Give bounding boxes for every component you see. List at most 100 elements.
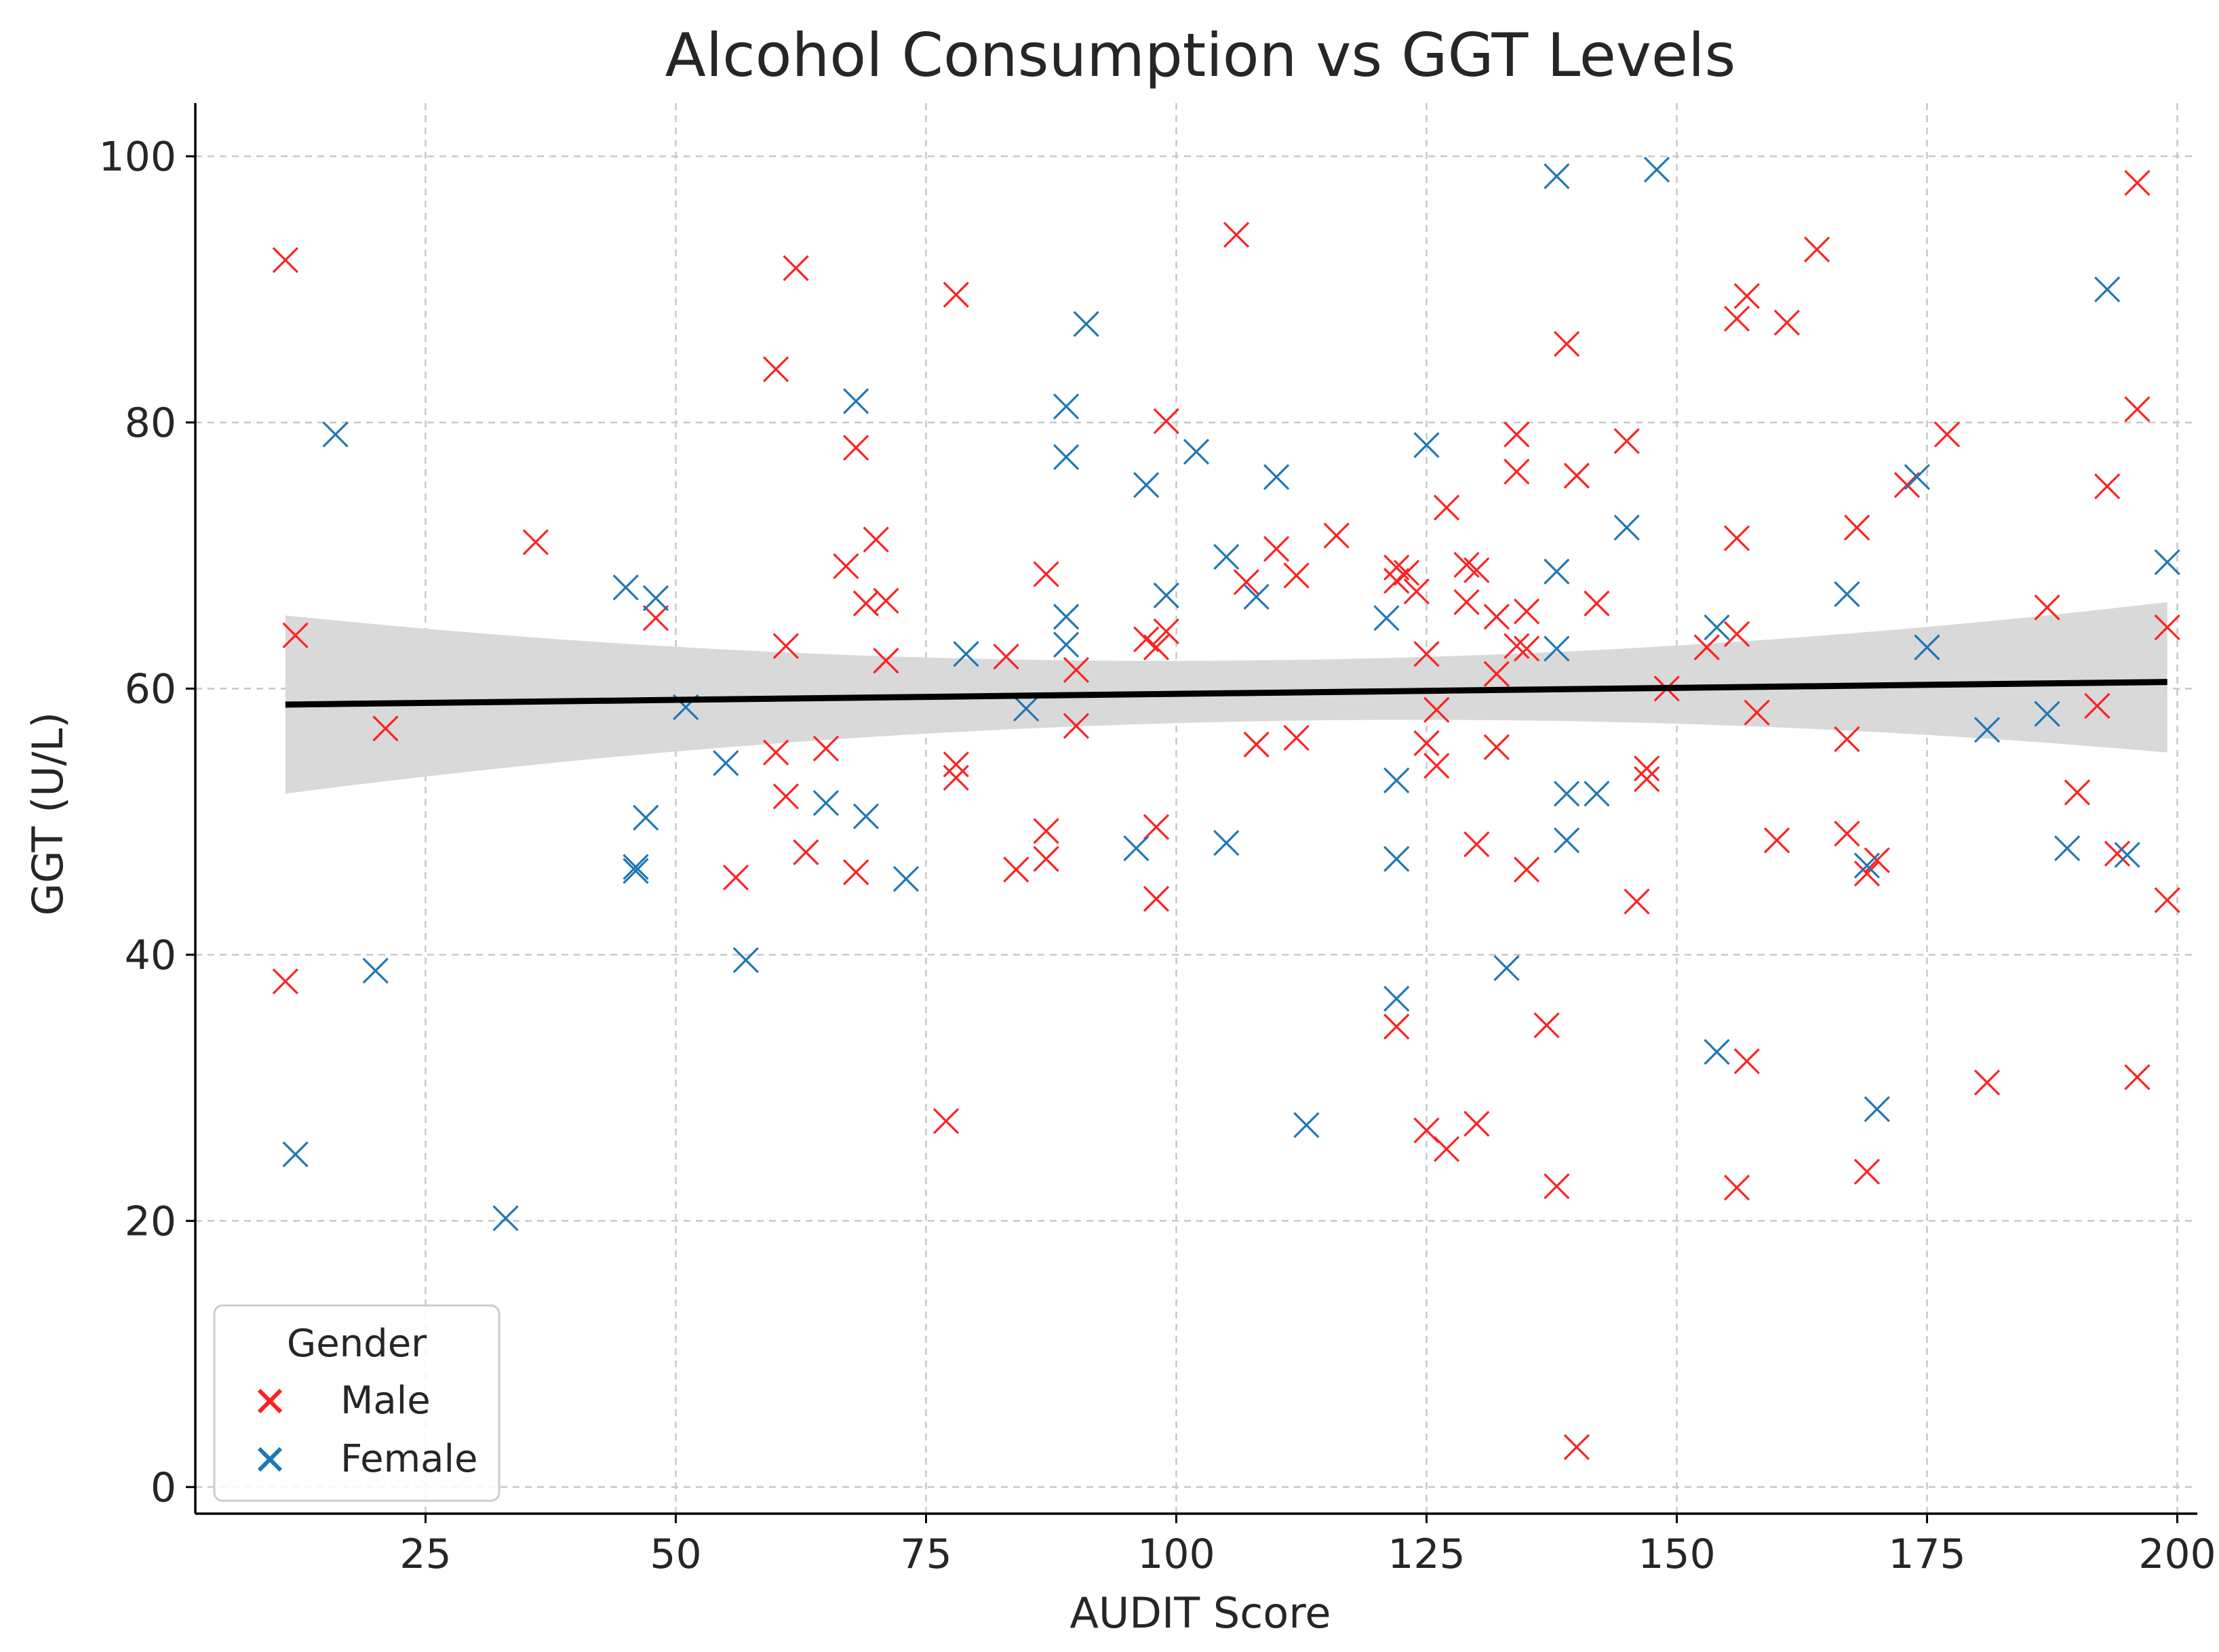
point-stroke [1413, 432, 1440, 458]
point-male-61 [1464, 1110, 1490, 1137]
x-tick-label-200: 200 [2138, 1531, 2216, 1578]
chart-title: Alcohol Consumption vs GGT Levels [665, 20, 1736, 90]
legend-marker-stroke [257, 1447, 283, 1472]
point-female-41 [1553, 781, 1580, 807]
point-female-25 [1153, 582, 1179, 609]
point-male-64 [1483, 734, 1510, 760]
point-stroke [1243, 731, 1270, 758]
point-stroke [1383, 985, 1410, 1012]
point-male-79 [1634, 766, 1660, 792]
point-male-65 [1504, 421, 1530, 448]
point-stroke [2124, 396, 2151, 422]
point-stroke [1483, 604, 1510, 630]
point-stroke [1723, 1175, 1750, 1201]
point-male-88 [1733, 1048, 1760, 1074]
point-male-98 [1853, 1158, 1881, 1185]
point-male-94 [1834, 821, 1860, 847]
point-male-7 [762, 356, 789, 382]
point-female-23 [1123, 835, 1150, 861]
point-male-30 [1063, 656, 1090, 684]
point-stroke [2034, 594, 2060, 621]
point-female-52 [1914, 634, 1940, 661]
point-stroke [1853, 852, 1881, 879]
point-stroke [843, 388, 869, 414]
point-stroke [1433, 1136, 1460, 1162]
point-stroke [1464, 831, 1490, 858]
point-stroke [1033, 846, 1059, 872]
point-female-50 [1864, 1096, 1890, 1122]
point-stroke [522, 529, 549, 555]
point-female-56 [2114, 842, 2140, 868]
point-stroke [2094, 276, 2121, 302]
point-male-63 [1483, 661, 1510, 687]
point-female-2 [362, 958, 389, 984]
point-female-45 [1643, 156, 1670, 183]
x-tick-label-100: 100 [1137, 1531, 1215, 1578]
point-stroke [2124, 170, 2151, 196]
point-stroke [772, 783, 799, 810]
point-stroke [1323, 522, 1350, 549]
point-stroke [1544, 558, 1570, 585]
point-male-62 [1483, 604, 1510, 630]
point-stroke [1763, 827, 1790, 854]
point-female-21 [1053, 631, 1080, 658]
point-stroke [2054, 835, 2081, 861]
point-male-54 [1433, 494, 1460, 521]
point-male-60 [1464, 831, 1490, 858]
point-stroke [1123, 835, 1150, 861]
point-male-39 [1233, 569, 1259, 595]
point-male-100 [1933, 421, 1961, 448]
point-male-110 [2154, 614, 2180, 641]
point-female-5 [623, 854, 649, 880]
point-male-56 [1433, 1136, 1460, 1162]
point-stroke [1033, 561, 1059, 587]
point-stroke [1723, 525, 1750, 551]
point-stroke [943, 281, 969, 308]
point-male-76 [1584, 590, 1610, 616]
y-axis-label: GGT (U/L) [23, 712, 73, 916]
point-male-11 [772, 783, 799, 810]
legend-title: Gender [287, 1322, 427, 1366]
point-stroke [1153, 408, 1179, 435]
point-male-8 [772, 633, 799, 659]
point-female-30 [1263, 464, 1290, 490]
confidence-band-layer [285, 602, 2167, 794]
point-male-16 [843, 859, 869, 886]
trend-line-layer [285, 679, 2167, 708]
point-male-48 [1403, 578, 1430, 605]
point-stroke [1403, 578, 1430, 605]
point-stroke [642, 585, 669, 612]
point-male-103 [2064, 779, 2091, 806]
y-tick-label-60: 60 [125, 665, 176, 713]
point-female-57 [2094, 276, 2121, 302]
point-female-3 [492, 1205, 519, 1232]
point-female-55 [2054, 835, 2081, 861]
point-stroke [1733, 283, 1760, 309]
regression-line [285, 679, 2167, 708]
point-male-97 [1864, 847, 1890, 873]
point-male-36 [1153, 618, 1179, 645]
point-female-38 [1544, 163, 1570, 190]
point-male-40 [1243, 731, 1270, 758]
point-stroke [1063, 656, 1090, 684]
point-male-41 [1263, 536, 1290, 562]
point-stroke [2154, 614, 2180, 641]
point-male-34 [1143, 814, 1170, 840]
point-female-32 [1373, 605, 1400, 631]
point-stroke [1544, 1173, 1570, 1200]
point-stroke [1553, 781, 1580, 807]
point-stroke [732, 947, 759, 973]
point-male-85 [1723, 525, 1750, 551]
point-male-3 [372, 715, 399, 742]
point-male-57 [1453, 551, 1480, 578]
point-stroke [1143, 634, 1170, 661]
point-male-52 [1423, 696, 1450, 723]
point-stroke [2154, 887, 2180, 913]
point-stroke [1853, 861, 1881, 887]
point-stroke [1133, 626, 1160, 652]
point-male-92 [1803, 236, 1830, 262]
point-male-104 [2084, 692, 2110, 720]
point-male-46 [1383, 568, 1410, 594]
point-female-24 [1133, 472, 1160, 498]
point-male-78 [1634, 755, 1660, 782]
